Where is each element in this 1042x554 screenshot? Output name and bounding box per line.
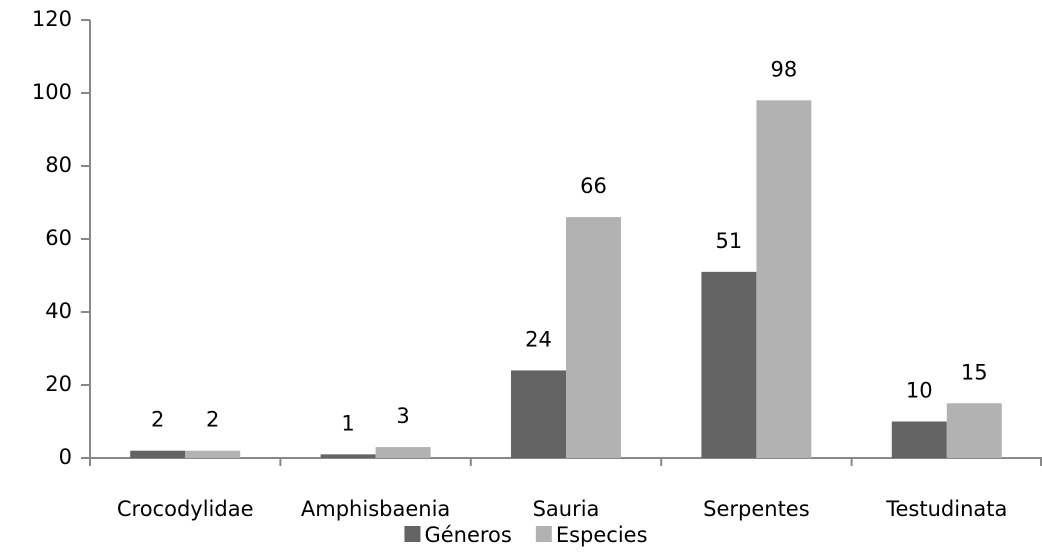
- bar: [756, 100, 812, 459]
- y-tick-label: 120: [32, 7, 72, 31]
- x-tick-label: Sauria: [533, 497, 600, 521]
- legend-swatch: [404, 526, 421, 542]
- value-label: 98: [771, 57, 798, 81]
- y-tick-label: 0: [59, 445, 72, 469]
- value-label: 15: [961, 360, 988, 384]
- x-tick-label: Serpentes: [703, 497, 810, 521]
- x-tick-label: Amphisbaenia: [301, 497, 450, 521]
- bar: [701, 271, 757, 458]
- y-tick-label: 100: [32, 80, 72, 104]
- bar: [891, 421, 947, 458]
- y-tick-label: 40: [45, 299, 72, 323]
- value-label: 10: [906, 379, 933, 403]
- legend-label: Especies: [556, 523, 648, 547]
- bar: [185, 450, 241, 458]
- legend-swatch: [535, 526, 552, 542]
- y-tick-label: 80: [45, 153, 72, 177]
- value-label: 3: [396, 404, 409, 428]
- value-label: 24: [525, 327, 552, 351]
- bar: [566, 217, 621, 458]
- value-label: 1: [341, 411, 354, 435]
- value-label: 2: [206, 408, 219, 432]
- bar: [130, 450, 186, 458]
- bar: [320, 454, 376, 458]
- y-tick-label: 20: [45, 372, 72, 396]
- value-label: 51: [716, 229, 743, 253]
- bar: [946, 403, 1002, 458]
- bar: [511, 370, 566, 458]
- y-tick-label: 60: [45, 226, 72, 250]
- bar: [375, 447, 431, 458]
- x-tick-label: Crocodylidae: [117, 497, 254, 521]
- legend-label: Géneros: [424, 523, 511, 547]
- value-label: 66: [580, 174, 607, 198]
- x-tick-label: Testudinata: [885, 497, 1007, 521]
- value-label: 2: [151, 408, 164, 432]
